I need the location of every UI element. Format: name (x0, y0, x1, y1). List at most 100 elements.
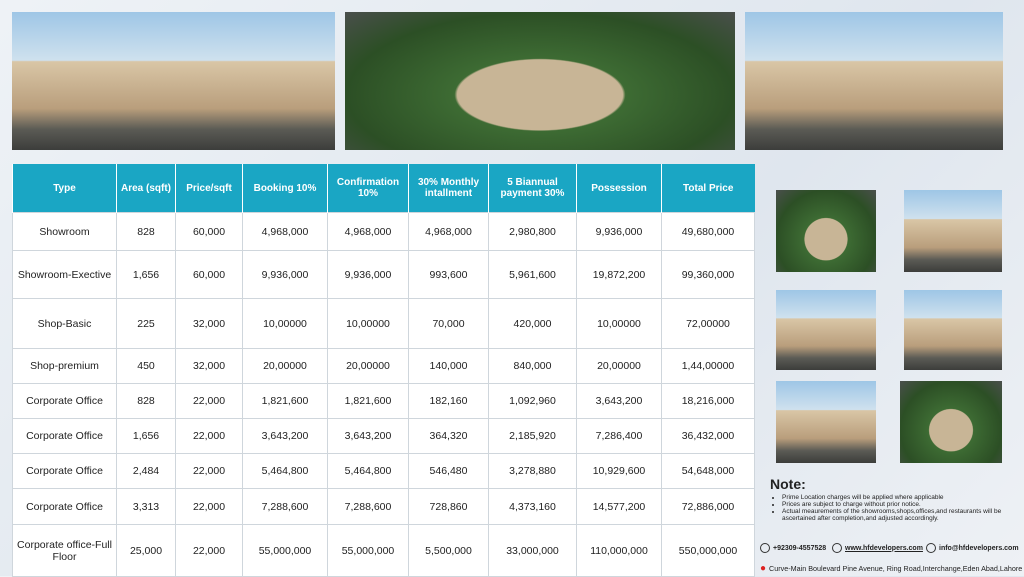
table-cell: 4,968,000 (327, 212, 409, 251)
table-row: Showroom-Exective 1,656 60,000 9,936,000 9,9… (12, 250, 755, 299)
table-cell: 32,000 (175, 298, 243, 349)
column-header: 5 Biannual payment 30% (488, 164, 577, 213)
icon (832, 543, 842, 553)
table-cell: 22,000 (175, 453, 243, 489)
column-header: Confirmation 10% (327, 164, 409, 213)
table-cell: 54,648,000 (661, 453, 755, 489)
table-cell: 33,000,000 (488, 524, 577, 577)
table-cell: Showroom (12, 212, 117, 251)
table-cell: 225 (116, 298, 176, 349)
table-cell: 60,000 (175, 212, 243, 251)
column-header: Area (sqft) (116, 164, 176, 213)
photo (345, 12, 735, 150)
column-header: 30% Monthly intallment (408, 164, 489, 213)
table-row: Shop-Basic 225 32,000 10,00000 10,00000 70,00… (12, 298, 755, 349)
photo (12, 12, 335, 150)
table-cell: 3,313 (116, 488, 176, 525)
table-cell: 25,000 (116, 524, 176, 577)
table-cell: 5,500,000 (408, 524, 489, 577)
table-cell: Shop-Basic (12, 298, 117, 349)
table-cell: 420,000 (488, 298, 577, 349)
note-item: Actual meaurements of the showrooms,shop… (782, 508, 1020, 522)
table-cell: 828 (116, 383, 176, 419)
table-cell: 546,480 (408, 453, 489, 489)
table-cell: 4,968,000 (242, 212, 328, 251)
address-text: Curve-Main Boulevard Pine Avenue, Ring R… (769, 564, 1023, 573)
table-cell: 99,360,000 (661, 250, 755, 299)
website[interactable]: www.hfdevelopers.com (832, 543, 923, 553)
table-cell: 22,000 (175, 383, 243, 419)
note-item: Prices are subject to charge without pri… (782, 501, 1020, 508)
photo (745, 12, 1003, 150)
table-cell: 55,000,000 (242, 524, 328, 577)
table-body: Showroom 828 60,000 4,968,000 4,968,000 4,968… (12, 212, 755, 577)
phone: +92309-4557528 (760, 543, 826, 553)
table-cell: Showroom-Exective (12, 250, 117, 299)
email[interactable]: info@hfdevelopers.com (926, 543, 1019, 553)
table-cell: 55,000,000 (327, 524, 409, 577)
table-cell: 7,286,400 (576, 418, 662, 454)
table-cell: 36,432,000 (661, 418, 755, 454)
website-text[interactable]: www.hfdevelopers.com (845, 544, 923, 552)
table-cell: 9,936,000 (242, 250, 328, 299)
table-row: Corporate office-Full Floor 25,000 22,000 5… (12, 524, 755, 577)
photo (904, 290, 1002, 370)
table-cell: 3,643,200 (327, 418, 409, 454)
table-cell: 1,821,600 (327, 383, 409, 419)
table-cell: 4,968,000 (408, 212, 489, 251)
table-cell: 2,484 (116, 453, 176, 489)
table-row: Showroom 828 60,000 4,968,000 4,968,000 4,968… (12, 212, 755, 251)
table-cell: 20,00000 (327, 348, 409, 384)
table-cell: 828 (116, 212, 176, 251)
phone-text: +92309-4557528 (773, 544, 827, 552)
table-row: Corporate Office 828 22,000 1,821,600 1,821,… (12, 383, 755, 419)
table-cell: 3,278,880 (488, 453, 577, 489)
table-cell: 550,000,000 (661, 524, 755, 577)
table-row: Corporate Office 3,313 22,000 7,288,600 7,28… (12, 488, 755, 525)
column-header: Booking 10% (242, 164, 328, 213)
table-cell: 10,00000 (327, 298, 409, 349)
pin-icon: ● (760, 563, 767, 574)
table-cell: 993,600 (408, 250, 489, 299)
table-cell: 110,000,000 (576, 524, 662, 577)
table-cell: 3,643,200 (576, 383, 662, 419)
column-header: Type (12, 164, 117, 213)
address: ● Curve-Main Boulevard Pine Avenue, Ring … (760, 563, 1022, 574)
email-text[interactable]: info@hfdevelopers.com (939, 544, 1019, 552)
photo (776, 381, 876, 463)
table-cell: Corporate Office (12, 383, 117, 419)
table-row: Corporate Office 2,484 22,000 5,464,800 5,46… (12, 453, 755, 489)
table-cell: Corporate Office (12, 488, 117, 525)
table-cell: 840,000 (488, 348, 577, 384)
table-cell: 32,000 (175, 348, 243, 384)
table-cell: 1,092,960 (488, 383, 577, 419)
table-row: Shop-premium 450 32,000 20,00000 20,00000 140… (12, 348, 755, 384)
table-cell: 9,936,000 (576, 212, 662, 251)
table-cell: 5,464,800 (327, 453, 409, 489)
note-title: Note: (770, 476, 806, 492)
table-cell: 2,980,800 (488, 212, 577, 251)
table-cell: Corporate Office (12, 418, 117, 454)
icon (760, 543, 770, 553)
table-cell: 22,000 (175, 418, 243, 454)
table-cell: 70,000 (408, 298, 489, 349)
note-list: Prime Location charges will be applied w… (770, 494, 1020, 522)
table-cell: 22,000 (175, 488, 243, 525)
table-cell: 10,929,600 (576, 453, 662, 489)
table-cell: 18,216,000 (661, 383, 755, 419)
table-cell: 1,656 (116, 250, 176, 299)
table-cell: 72,00000 (661, 298, 755, 349)
table-cell: 10,00000 (242, 298, 328, 349)
table-cell: 20,00000 (576, 348, 662, 384)
photo (776, 290, 876, 370)
table-cell: 1,821,600 (242, 383, 328, 419)
table-cell: Corporate office-Full Floor (12, 524, 117, 577)
header-row: Type Area (sqft) Price/sqft Booking 10% Conf… (12, 164, 755, 213)
table-cell: 140,000 (408, 348, 489, 384)
note: Note: Prime Location charges will be app… (770, 476, 1020, 522)
column-header: Total Price (661, 164, 755, 213)
table-cell: 72,886,000 (661, 488, 755, 525)
table-cell: 364,320 (408, 418, 489, 454)
table-cell: Shop-premium (12, 348, 117, 384)
